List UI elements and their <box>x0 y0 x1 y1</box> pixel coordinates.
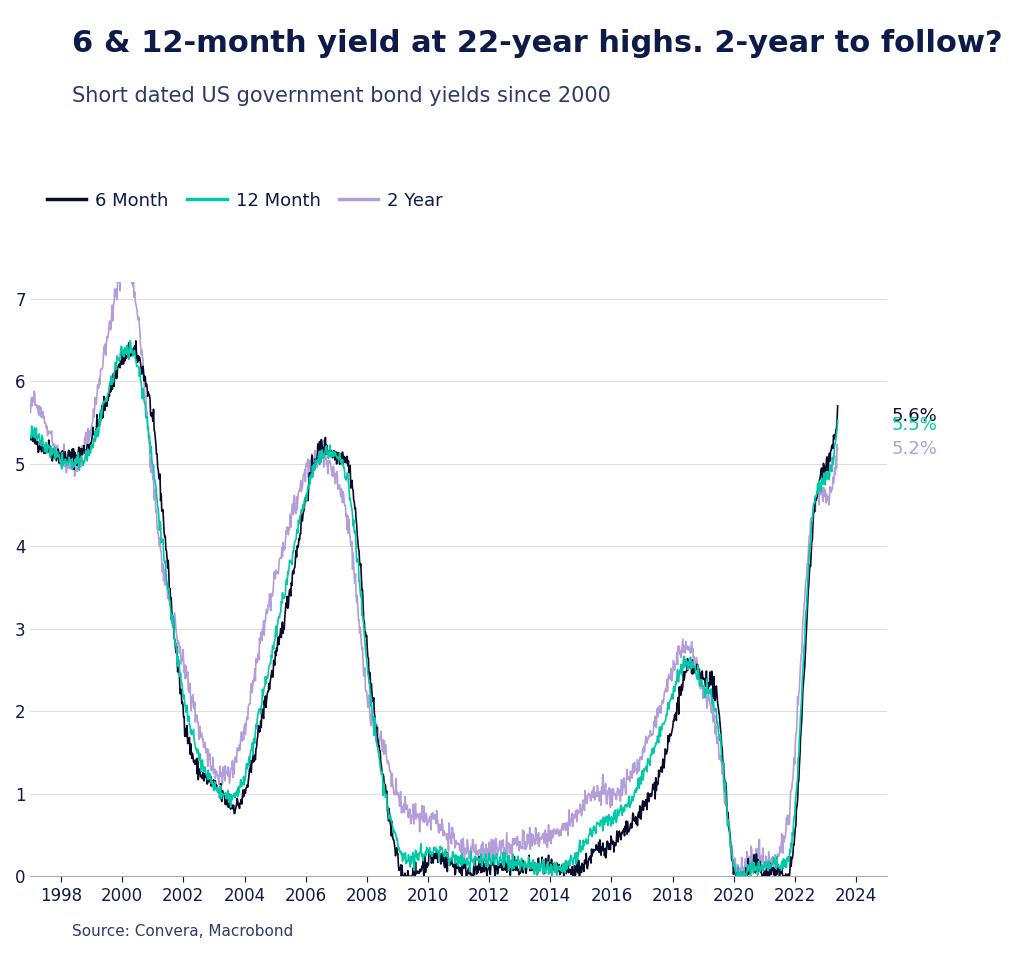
Text: Source: Convera, Macrobond: Source: Convera, Macrobond <box>72 924 293 939</box>
Text: 6 & 12-month yield at 22-year highs. 2-year to follow?: 6 & 12-month yield at 22-year highs. 2-y… <box>72 29 1002 57</box>
Legend: 6 Month, 12 Month, 2 Year: 6 Month, 12 Month, 2 Year <box>40 185 451 217</box>
Text: Short dated US government bond yields since 2000: Short dated US government bond yields si… <box>72 86 610 106</box>
